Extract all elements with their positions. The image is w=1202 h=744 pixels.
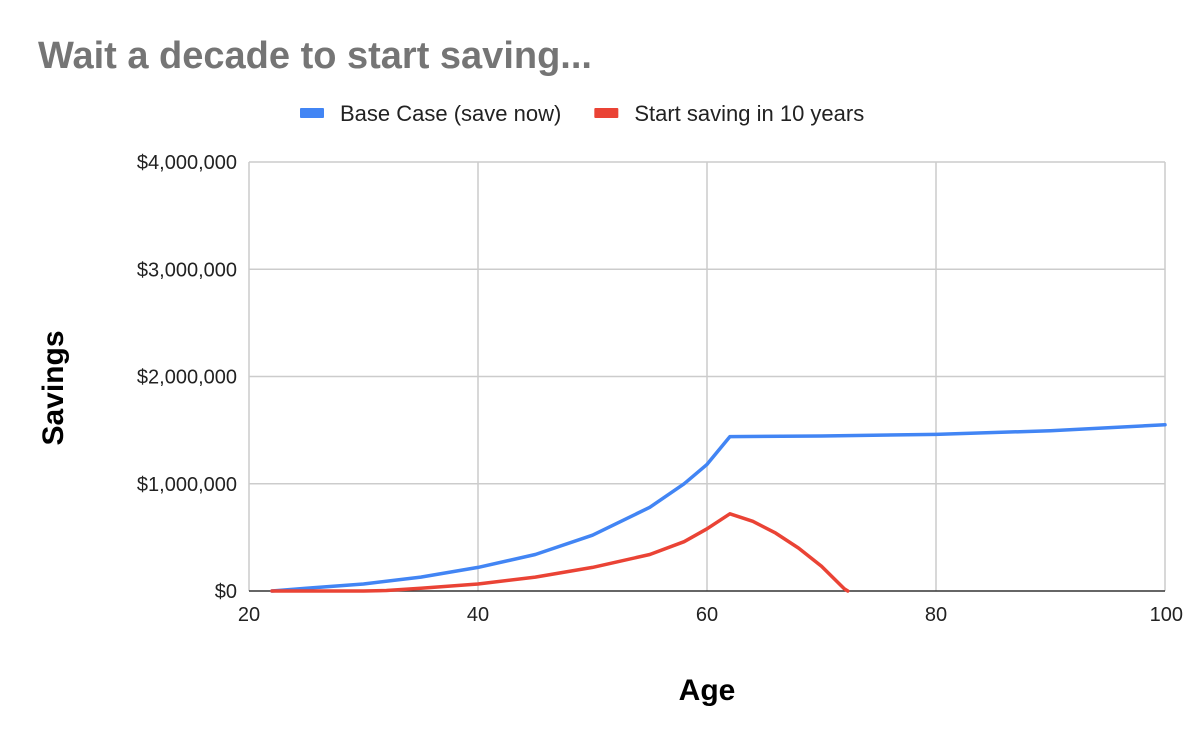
- legend: Base Case (save now) Start saving in 10 y…: [300, 101, 864, 126]
- x-tick-label: 60: [696, 604, 718, 626]
- x-tick-label: 40: [467, 604, 489, 626]
- y-tick-label: $4,000,000: [137, 152, 237, 174]
- legend-label: Base Case (save now): [340, 101, 561, 126]
- y-tick-label: $0: [215, 581, 237, 603]
- y-tick-label: $2,000,000: [137, 367, 237, 389]
- y-axis-ticks: $0 $1,000,000 $2,000,000 $3,000,000 $4,000,0…: [137, 152, 237, 603]
- y-tick-label: $1,000,000: [137, 474, 237, 496]
- x-tick-label: 20: [238, 604, 260, 626]
- y-tick-label: $3,000,000: [137, 259, 237, 281]
- gridlines: [248, 161, 1166, 592]
- legend-label: Start saving in 10 years: [634, 101, 864, 126]
- x-axis-ticks: 20 40 60 80 100: [238, 604, 1183, 626]
- legend-swatch: [300, 108, 324, 118]
- x-tick-label: 80: [925, 604, 947, 626]
- x-tick-label: 100: [1150, 604, 1183, 626]
- series-line-2: [270, 512, 850, 593]
- chart-title: Wait a decade to start saving...: [38, 35, 592, 77]
- series-lines: [270, 423, 1167, 593]
- legend-swatch: [594, 108, 619, 118]
- x-axis-title: Age: [679, 674, 736, 707]
- y-axis-title: Savings: [37, 330, 70, 445]
- series-line-1: [270, 423, 1167, 593]
